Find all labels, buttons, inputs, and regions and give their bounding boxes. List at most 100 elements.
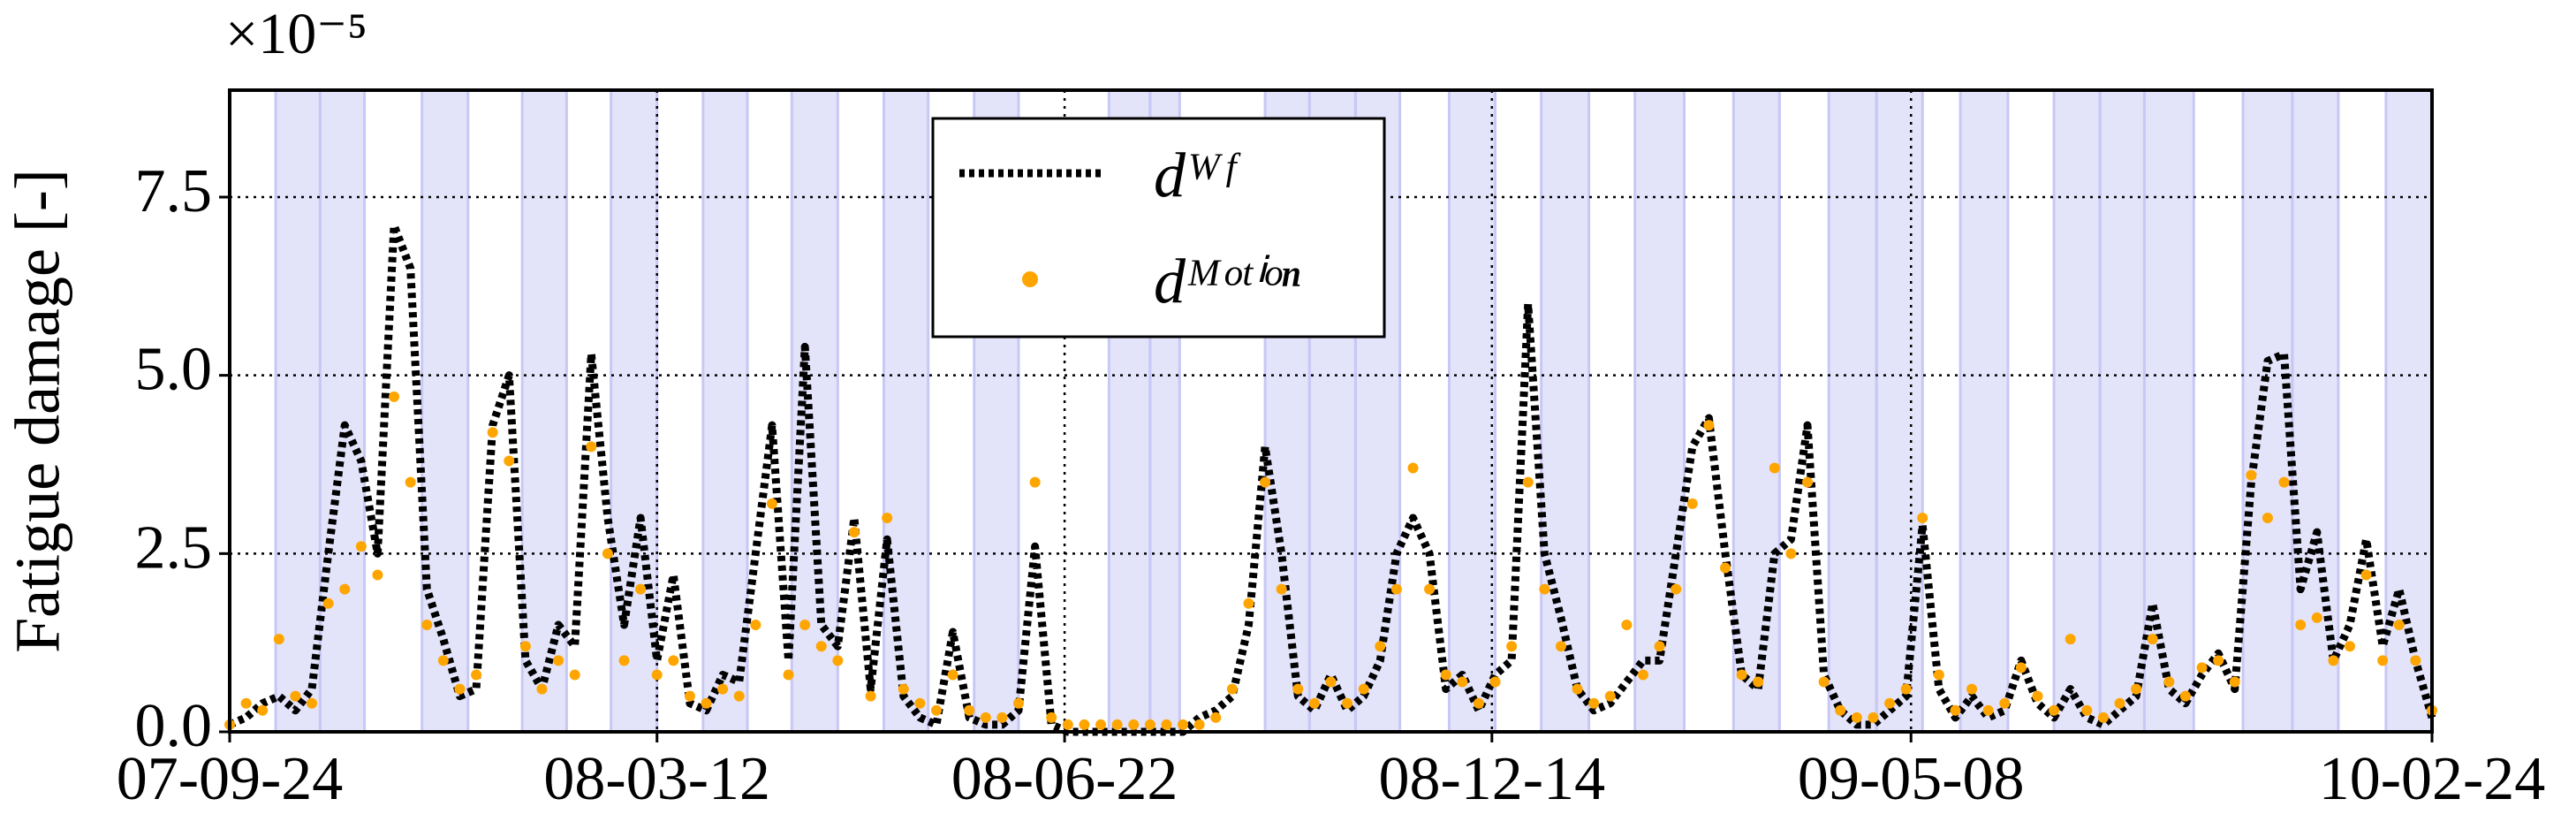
shaded-span xyxy=(2142,88,2195,734)
data-point xyxy=(1637,669,1648,681)
data-point xyxy=(1539,583,1550,595)
y-tick-label: 0.0 xyxy=(135,692,213,760)
data-point xyxy=(1950,704,1961,716)
data-point xyxy=(668,655,679,666)
data-point xyxy=(2163,676,2175,688)
data-point xyxy=(1013,697,1025,709)
data-point xyxy=(1868,711,1879,723)
data-point xyxy=(1604,690,1616,702)
data-point xyxy=(1753,676,1764,688)
data-point xyxy=(1654,641,1665,652)
data-point xyxy=(602,548,613,559)
data-point xyxy=(1835,704,1846,716)
data-point xyxy=(1802,476,1814,488)
data-point xyxy=(2377,655,2389,666)
data-point xyxy=(848,527,860,538)
data-point xyxy=(322,597,334,609)
x-tick-label: 08-06-22 xyxy=(951,745,1178,813)
data-point xyxy=(2360,569,2372,581)
y-tick-label: 7.5 xyxy=(135,157,213,225)
data-point xyxy=(2278,476,2290,488)
data-point xyxy=(1818,676,1830,688)
data-point xyxy=(618,655,630,666)
shaded-span xyxy=(1827,88,1878,734)
data-point xyxy=(1785,548,1797,559)
data-point xyxy=(240,697,252,709)
data-point xyxy=(339,583,351,595)
y-multiplier: ×10⁻⁵ xyxy=(225,2,367,66)
data-point xyxy=(1621,620,1633,630)
data-point xyxy=(1884,697,1896,709)
data-point xyxy=(2147,634,2158,645)
data-point xyxy=(750,620,761,630)
shaded-span xyxy=(2098,88,2146,734)
data-point xyxy=(1243,597,1254,609)
shaded-span xyxy=(520,88,568,734)
data-point xyxy=(733,690,745,702)
data-point xyxy=(307,697,318,709)
data-point xyxy=(980,711,991,723)
data-point xyxy=(1210,711,1222,723)
data-point xyxy=(1457,676,1468,688)
data-point xyxy=(865,690,876,702)
data-point xyxy=(471,669,482,681)
data-point xyxy=(1851,711,1862,723)
data-point xyxy=(898,683,909,695)
data-point xyxy=(815,641,827,652)
shaded-span xyxy=(610,88,659,734)
data-point xyxy=(1308,697,1320,709)
data-point xyxy=(1917,513,1928,523)
data-point xyxy=(2179,690,2191,702)
data-point xyxy=(1128,719,1140,730)
data-point xyxy=(1522,476,1534,488)
data-point xyxy=(882,513,893,523)
legend-box xyxy=(931,117,1386,339)
data-point xyxy=(1736,669,1747,681)
shaded-span xyxy=(2052,88,2102,734)
data-point xyxy=(553,655,564,666)
series-line xyxy=(228,221,2436,736)
data-point xyxy=(1933,669,1944,681)
shaded-span xyxy=(1875,88,1924,734)
data-point xyxy=(1686,498,1698,509)
data-point xyxy=(1276,583,1287,595)
data-point xyxy=(1095,719,1107,730)
data-point xyxy=(832,655,844,666)
data-point xyxy=(2131,683,2142,695)
shaded-span xyxy=(1447,88,1497,734)
x-tick-label: 09-05-08 xyxy=(1798,745,2025,813)
data-point xyxy=(2311,612,2322,623)
data-point xyxy=(1260,476,1271,488)
shaded-span xyxy=(2241,88,2294,734)
x-tick-label: 08-03-12 xyxy=(543,745,770,813)
data-point xyxy=(1342,697,1353,709)
data-point xyxy=(2213,655,2224,666)
data-point xyxy=(290,690,301,702)
data-point xyxy=(405,476,416,488)
data-point xyxy=(2049,704,2060,716)
data-point xyxy=(454,683,466,695)
data-point xyxy=(487,427,498,438)
y-axis-label: Fatigue damage [-] xyxy=(3,169,73,653)
data-point xyxy=(1489,676,1501,688)
data-point xyxy=(2196,662,2208,673)
data-point xyxy=(1555,641,1566,652)
data-point xyxy=(2081,704,2093,716)
plot-frame xyxy=(228,88,2434,734)
data-point xyxy=(1424,583,1436,595)
data-point xyxy=(536,683,548,695)
data-point xyxy=(2344,641,2355,652)
data-point xyxy=(914,697,926,709)
data-point xyxy=(651,669,663,681)
shaded-span xyxy=(420,88,470,734)
data-point xyxy=(1029,476,1041,488)
data-point xyxy=(2328,655,2339,666)
shaded-span xyxy=(2384,88,2434,734)
data-point xyxy=(635,583,647,595)
data-point xyxy=(1375,641,1386,652)
data-point xyxy=(766,498,777,509)
data-point xyxy=(1671,583,1682,595)
data-point xyxy=(1161,719,1172,730)
data-point xyxy=(2229,676,2240,688)
